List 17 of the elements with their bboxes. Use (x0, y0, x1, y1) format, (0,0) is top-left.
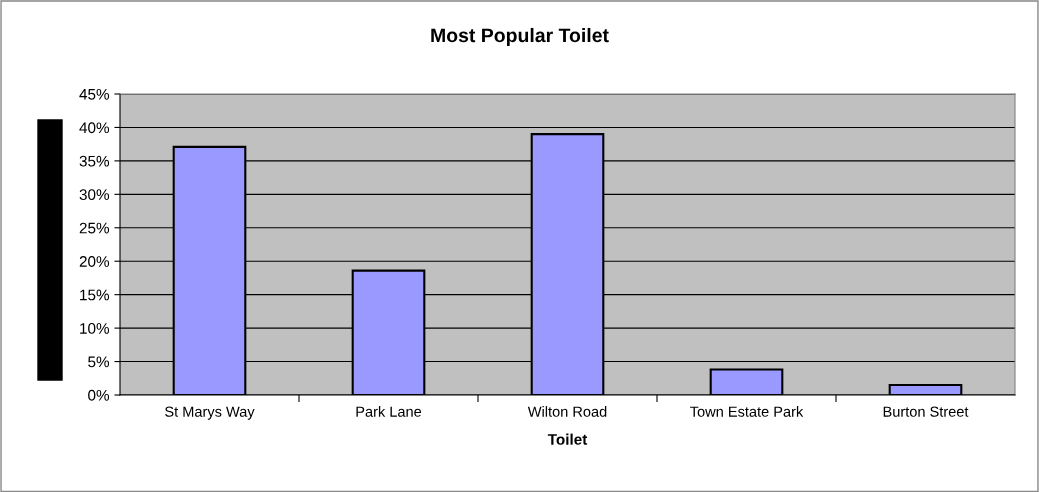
y-tick-label: 30% (79, 189, 110, 201)
y-tick-label: 45% (79, 88, 110, 100)
x-tick-label: Town Estate Park (690, 406, 804, 417)
y-tick-label: 15% (80, 289, 110, 301)
y-tick-label: 40% (79, 122, 110, 134)
y-tick-label: 35% (79, 155, 110, 167)
y-tick-label: 20% (79, 256, 110, 267)
x-tick-label: Wilton Road (527, 406, 607, 417)
x-axis-title: Toilet (547, 433, 588, 445)
y-tick-label: 10% (80, 322, 110, 334)
y-tick-label: 25% (79, 222, 110, 234)
x-tick-label: Burton Street (883, 406, 969, 417)
y-tick-label: 5% (88, 356, 110, 368)
x-tick-label: Park Lane (356, 406, 422, 417)
x-tick-label: St Marys Way (165, 406, 255, 420)
y-tick-label: 0% (88, 389, 110, 401)
chart-title: Most Popular Toilet (431, 27, 609, 47)
